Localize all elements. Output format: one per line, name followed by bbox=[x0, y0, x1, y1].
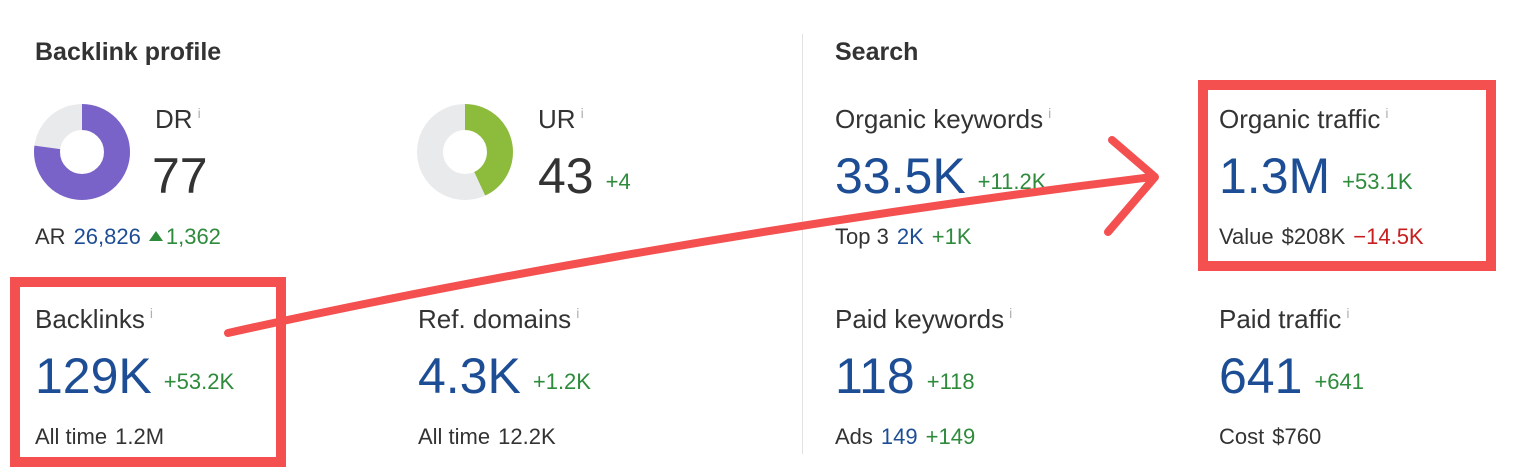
ref-domains-label[interactable]: Ref. domains i bbox=[418, 304, 580, 334]
info-icon[interactable]: i bbox=[576, 305, 580, 322]
info-icon[interactable]: i bbox=[149, 305, 153, 322]
dr-label[interactable]: DR i bbox=[155, 104, 201, 134]
info-icon[interactable]: i bbox=[1346, 305, 1350, 322]
backlinks-label[interactable]: Backlinks i bbox=[35, 304, 153, 334]
top3-row: Top 3 2K +1K bbox=[835, 224, 972, 249]
search-title: Search bbox=[835, 38, 919, 66]
ref-domains-delta: +1.2K bbox=[532, 369, 591, 394]
cost-row: Cost $760 bbox=[1219, 424, 1322, 449]
annotation-arrow-line bbox=[224, 173, 1156, 337]
ur-value-row: 43 +4 bbox=[538, 151, 631, 201]
ads-value[interactable]: 149 bbox=[880, 424, 918, 449]
traffic-value-delta: −14.5K bbox=[1353, 224, 1424, 249]
organic-keywords-value[interactable]: 33.5K bbox=[835, 148, 966, 204]
traffic-value-amount: $208K bbox=[1281, 224, 1346, 249]
paid-keywords-value[interactable]: 118 bbox=[835, 348, 915, 404]
ur-value: 43 bbox=[538, 148, 594, 204]
ar-delta: 1,362 bbox=[148, 224, 221, 249]
paid-traffic-label[interactable]: Paid traffic i bbox=[1219, 304, 1350, 334]
triangle-up-icon bbox=[148, 231, 163, 241]
organic-keywords-label[interactable]: Organic keywords i bbox=[835, 104, 1052, 134]
ar-label: AR bbox=[35, 224, 66, 249]
ads-row: Ads 149 +149 bbox=[835, 424, 976, 449]
ref-domains-all-time: All time 12.2K bbox=[418, 424, 556, 449]
paid-keywords-label[interactable]: Paid keywords i bbox=[835, 304, 1013, 334]
ads-delta: +149 bbox=[925, 424, 976, 449]
ur-donut-arc bbox=[417, 104, 513, 200]
paid-traffic-value-row: 641 +641 bbox=[1219, 351, 1364, 401]
organic-traffic-delta: +53.1K bbox=[1342, 169, 1413, 194]
info-icon[interactable]: i bbox=[1009, 305, 1013, 322]
paid-keywords-value-row: 118 +118 bbox=[835, 351, 975, 401]
paid-traffic-value[interactable]: 641 bbox=[1219, 348, 1303, 404]
section-divider bbox=[802, 34, 803, 454]
ref-domains-value-row: 4.3K +1.2K bbox=[418, 351, 591, 401]
backlinks-delta: +53.2K bbox=[163, 369, 235, 394]
backlink-profile-title: Backlink profile bbox=[35, 38, 222, 66]
organic-keywords-value-row: 33.5K +11.2K bbox=[835, 151, 1046, 201]
traffic-value-row: Value $208K −14.5K bbox=[1219, 224, 1424, 249]
ur-donut-chart bbox=[417, 104, 513, 200]
info-icon[interactable]: i bbox=[580, 105, 584, 122]
dr-donut-chart bbox=[34, 104, 130, 200]
backlinks-highlight-box bbox=[10, 277, 286, 467]
organic-traffic-label[interactable]: Organic traffic i bbox=[1219, 104, 1389, 134]
ref-domains-value[interactable]: 4.3K bbox=[418, 348, 521, 404]
ur-delta: +4 bbox=[605, 169, 631, 194]
backlinks-all-time: All time 1.2M bbox=[35, 424, 165, 449]
organic-traffic-highlight-box bbox=[1198, 80, 1496, 271]
ur-label[interactable]: UR i bbox=[538, 104, 584, 134]
info-icon[interactable]: i bbox=[1048, 105, 1052, 122]
top3-value[interactable]: 2K bbox=[896, 224, 924, 249]
ar-value[interactable]: 26,826 bbox=[73, 224, 141, 249]
organic-keywords-delta: +11.2K bbox=[977, 169, 1047, 194]
backlinks-value[interactable]: 129K bbox=[35, 348, 152, 404]
organic-traffic-value[interactable]: 1.3M bbox=[1219, 148, 1331, 204]
backlinks-value-row: 129K +53.2K bbox=[35, 351, 234, 401]
annotation-arrowhead bbox=[1104, 136, 1159, 236]
info-icon[interactable]: i bbox=[197, 105, 201, 122]
organic-traffic-value-row: 1.3M +53.1K bbox=[1219, 151, 1413, 201]
dr-value: 77 bbox=[152, 148, 208, 204]
paid-keywords-delta: +118 bbox=[926, 369, 975, 394]
ar-row: AR 26,826 1,362 bbox=[35, 224, 221, 250]
paid-traffic-delta: +641 bbox=[1314, 369, 1364, 394]
info-icon[interactable]: i bbox=[1385, 105, 1389, 122]
top3-delta: +1K bbox=[931, 224, 972, 249]
dr-donut-arc bbox=[34, 104, 130, 200]
